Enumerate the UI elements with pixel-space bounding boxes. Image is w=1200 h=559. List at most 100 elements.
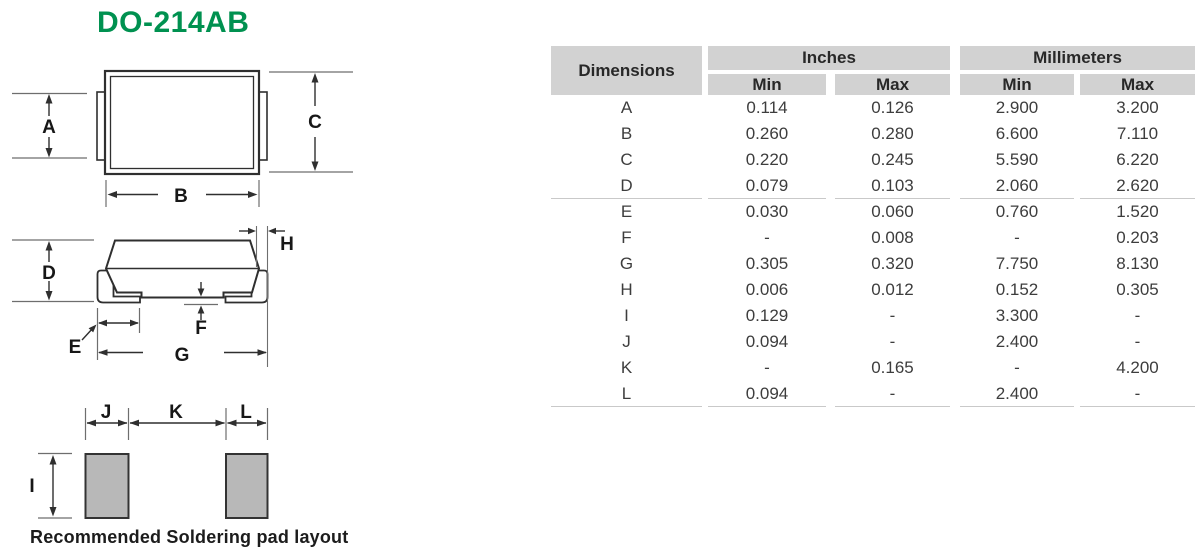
arrowhead — [88, 324, 97, 333]
pad-layout — [84, 408, 269, 519]
cell: - — [1014, 228, 1020, 247]
cell: 2.400 — [960, 381, 1074, 407]
cell: 0.094 — [745, 332, 789, 351]
header-inches: Inches — [708, 46, 950, 70]
cell: - — [889, 306, 896, 325]
cell: 1.520 — [1116, 202, 1159, 221]
table-row: E 0.030 0.060 0.760 1.520 — [551, 199, 1195, 225]
cell: 8.130 — [1116, 254, 1159, 273]
cell: 5.590 — [995, 150, 1039, 169]
side-view — [96, 239, 269, 304]
dim-k: K — [129, 402, 225, 427]
table-body: A 0.114 0.126 2.900 3.200 B 0.260 0.280 6.600 7.… — [551, 95, 1195, 407]
arrowhead — [49, 455, 57, 465]
cell: 0.320 — [871, 254, 914, 273]
table-row: D 0.079 0.103 2.060 2.620 — [551, 173, 1195, 199]
arrowhead — [45, 291, 53, 301]
side-view-left-lead — [96, 269, 141, 304]
arrowhead — [248, 227, 256, 235]
cell: 4.200 — [1116, 358, 1159, 377]
cell: 0.030 — [745, 202, 789, 221]
row-dim: J — [622, 332, 631, 351]
cell: 0.094 — [708, 381, 826, 407]
dim-c: C — [269, 71, 353, 173]
row-dim: B — [620, 124, 633, 143]
row-dim: E — [620, 202, 633, 221]
arrowhead — [248, 191, 258, 198]
dim-l-label: L — [240, 402, 252, 423]
cell: - — [764, 358, 770, 377]
arrowhead — [227, 419, 237, 427]
arrowhead — [45, 241, 53, 251]
cell: 2.060 — [960, 173, 1074, 199]
right-solder-pad — [225, 453, 269, 519]
cell: 2.400 — [995, 332, 1039, 351]
arrowhead — [118, 419, 128, 427]
cell: 7.110 — [1116, 124, 1159, 143]
arrowhead — [45, 94, 53, 104]
table-row: C 0.220 0.245 5.590 6.220 — [551, 147, 1195, 173]
table-row: L 0.094-2.400- — [551, 381, 1195, 407]
dim-c-label: C — [308, 112, 322, 133]
cell: 7.750 — [995, 254, 1039, 273]
header-inches-max: Max — [835, 74, 950, 95]
dimensions-table: Dimensions Inches Millimeters Min Max Mi… — [551, 46, 1195, 407]
cell: 3.200 — [1116, 98, 1159, 117]
table-row: G 0.305 0.320 7.750 8.130 — [551, 251, 1195, 277]
cell: 2.900 — [995, 98, 1039, 117]
arrowhead — [197, 305, 205, 314]
cell: - — [1080, 381, 1195, 407]
cell: 0.760 — [995, 202, 1039, 221]
cell: - — [764, 228, 770, 247]
arrowhead — [129, 419, 139, 427]
row-dim: C — [620, 150, 633, 169]
dim-j: J — [86, 402, 128, 427]
cell: 0.305 — [1116, 280, 1159, 299]
dim-e: E — [69, 308, 141, 360]
cell: - — [889, 332, 896, 351]
header-mm-min: Min — [960, 74, 1074, 95]
arrowhead — [268, 227, 276, 235]
cell: 0.126 — [871, 98, 914, 117]
top-view-body-inner — [109, 75, 255, 170]
arrowhead — [311, 73, 319, 83]
dim-a-label: A — [42, 117, 56, 138]
row-dim: H — [620, 280, 633, 299]
cell: - — [1134, 332, 1141, 351]
header-dimensions: Dimensions — [551, 46, 702, 95]
row-dim: F — [621, 228, 632, 247]
cell: 0.079 — [708, 173, 826, 199]
arrowhead — [49, 507, 57, 517]
arrowhead — [311, 161, 319, 171]
table-row: F - 0.008 - 0.203 — [551, 225, 1195, 251]
table-row: H 0.006 0.012 0.152 0.305 — [551, 277, 1195, 303]
arrowhead — [86, 419, 96, 427]
dim-d: D — [12, 239, 94, 303]
dim-g-label: G — [175, 345, 190, 366]
package-title: DO-214AB — [97, 6, 250, 39]
table-row: I 0.129 - 3.300 - — [551, 303, 1195, 329]
cell: 0.165 — [871, 358, 914, 377]
cell: 0.305 — [745, 254, 789, 273]
header-millimeters: Millimeters — [960, 46, 1195, 70]
table-header: Dimensions Inches Millimeters Min Max Mi… — [551, 46, 1195, 95]
cell: 6.220 — [1116, 150, 1159, 169]
cell: - — [1014, 358, 1020, 377]
cell: 0.280 — [871, 124, 914, 143]
dim-l: L — [227, 402, 267, 427]
arrowhead — [257, 419, 267, 427]
table-row: A 0.114 0.126 2.900 3.200 — [551, 95, 1195, 121]
dim-i-label: I — [29, 476, 34, 497]
dim-g: G — [98, 345, 267, 366]
dim-a: A — [12, 92, 87, 159]
table-row: B 0.260 0.280 6.600 7.110 — [551, 121, 1195, 147]
dim-h-label: H — [280, 234, 294, 255]
arrowhead — [197, 288, 205, 297]
dim-f-label: F — [195, 318, 207, 339]
cell: - — [1134, 306, 1141, 325]
dim-k-label: K — [169, 402, 183, 423]
cell: 0.203 — [1116, 228, 1159, 247]
cell: 0.152 — [995, 280, 1039, 299]
row-dim: A — [620, 98, 633, 117]
cell: 0.006 — [745, 280, 789, 299]
